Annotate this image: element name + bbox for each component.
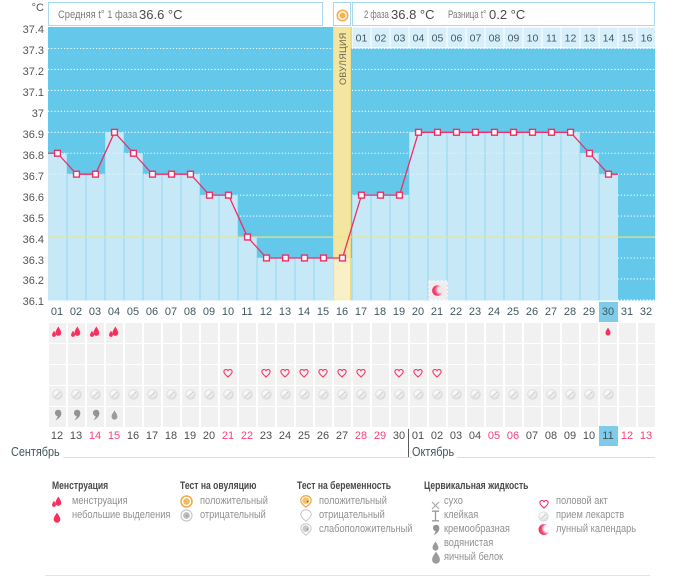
svg-text:07: 07 bbox=[469, 33, 481, 45]
svg-text:11: 11 bbox=[546, 33, 557, 45]
svg-text:14: 14 bbox=[602, 33, 614, 45]
svg-text:13: 13 bbox=[583, 33, 595, 45]
svg-text:01: 01 bbox=[355, 33, 367, 45]
svg-text:05: 05 bbox=[431, 33, 443, 45]
svg-text:ОВУЛЯЦИЯ: ОВУЛЯЦИЯ bbox=[337, 32, 347, 85]
svg-text:12: 12 bbox=[564, 33, 576, 45]
svg-text:08: 08 bbox=[488, 33, 500, 45]
svg-text:15: 15 bbox=[621, 33, 633, 45]
svg-text:02: 02 bbox=[374, 33, 386, 45]
svg-text:03: 03 bbox=[393, 33, 405, 45]
svg-text:09: 09 bbox=[507, 33, 519, 45]
svg-text:04: 04 bbox=[412, 33, 424, 45]
svg-text:06: 06 bbox=[450, 33, 462, 45]
svg-text:10: 10 bbox=[526, 33, 538, 45]
svg-text:16: 16 bbox=[640, 33, 652, 45]
